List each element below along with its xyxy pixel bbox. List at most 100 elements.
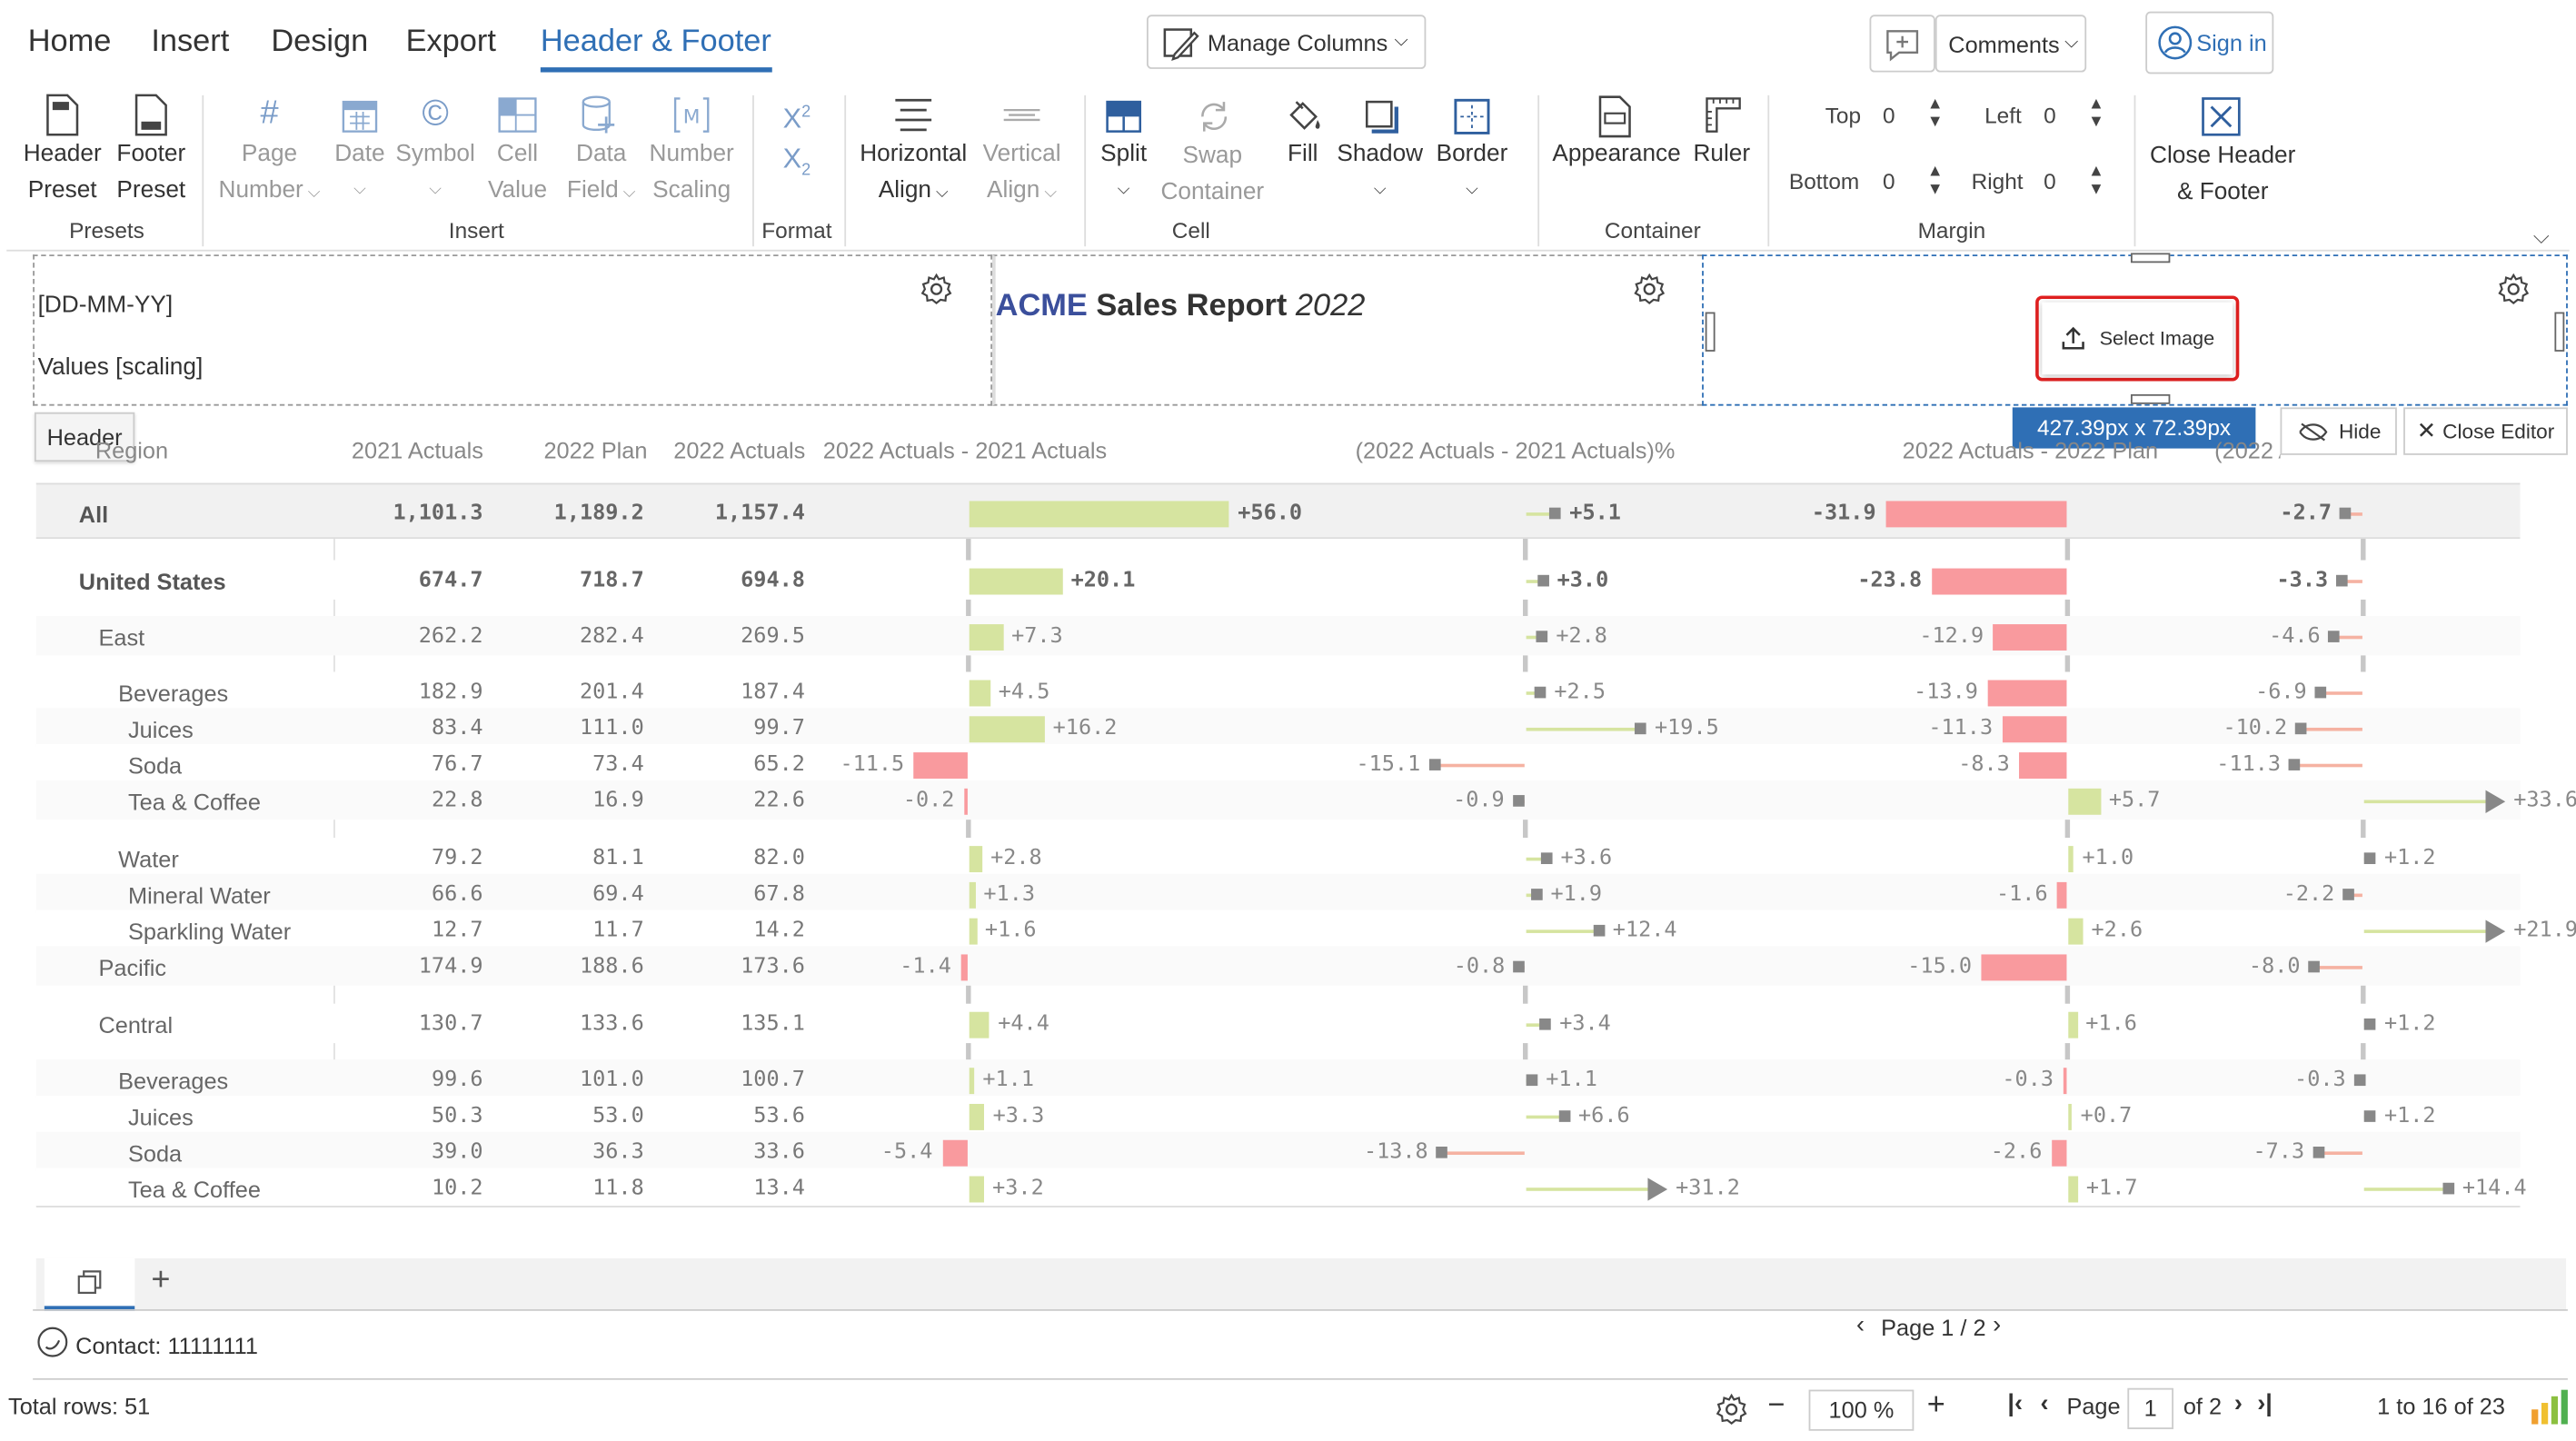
tab-home[interactable]: Home — [27, 25, 112, 60]
swap-container-button[interactable]: Swap Container — [1157, 138, 1268, 211]
col-2021-actuals[interactable]: 2021 Actuals — [351, 436, 483, 463]
hide-button[interactable]: Hide — [2280, 407, 2397, 455]
page-input[interactable]: 1 — [2127, 1387, 2173, 1429]
table-row[interactable] — [35, 946, 2521, 986]
manage-columns-button[interactable]: Manage Columns ⌵ — [1146, 15, 1427, 69]
date-button[interactable]: Date ⌵ — [327, 136, 393, 209]
split-icon — [1106, 100, 1142, 133]
zoom-in-button[interactable]: + — [1926, 1387, 1945, 1423]
table-row[interactable] — [35, 909, 2521, 950]
footer-region[interactable] — [33, 1308, 2568, 1380]
table-row[interactable] — [35, 838, 2521, 878]
ruler-button[interactable]: Ruler — [1686, 136, 1758, 173]
gear-icon[interactable] — [920, 273, 952, 305]
page-number-button[interactable]: Page Number ⌵ — [214, 136, 325, 212]
col-2022-actuals[interactable]: 2022 Actuals — [673, 436, 806, 463]
appearance-button[interactable]: Appearance — [1551, 136, 1683, 173]
sheet-tab-pages[interactable] — [44, 1257, 135, 1311]
gear-icon[interactable] — [1633, 273, 1666, 305]
cell-value-button[interactable]: Cell Value — [482, 136, 554, 209]
collapse-ribbon-icon[interactable]: ⌵ — [2532, 223, 2550, 249]
next-page-icon[interactable]: › — [2233, 1389, 2243, 1418]
select-image-button[interactable]: Select Image — [2042, 302, 2233, 375]
data-label: +7.3 — [1011, 624, 1063, 650]
margin-bottom-stepper[interactable]: ▲ ▼ — [1926, 162, 1944, 199]
add-sheet-button[interactable]: + — [151, 1261, 171, 1298]
vertical-align-button[interactable]: Vertical Align ⌵ — [976, 136, 1068, 212]
close-editor-button[interactable]: ✕ Close Editor — [2403, 407, 2568, 455]
superscript-button[interactable]: X2 — [782, 103, 811, 134]
table-row[interactable] — [35, 744, 2521, 784]
lollipop-head — [2312, 1146, 2324, 1158]
tab-header-footer[interactable]: Header & Footer — [540, 25, 771, 60]
lollipop-stem — [1526, 1023, 1547, 1027]
resize-handle-bottom[interactable] — [2130, 393, 2171, 404]
zoom-input[interactable]: 100 % — [1808, 1389, 1915, 1431]
split-button[interactable]: Split ⌵ — [1091, 136, 1157, 209]
subscript-button[interactable]: X2 — [782, 143, 811, 180]
table-row[interactable] — [35, 873, 2521, 914]
add-comment-button[interactable] — [1869, 15, 1935, 73]
col-2022-plan[interactable]: 2022 Plan — [543, 436, 648, 463]
table-row[interactable] — [35, 482, 2521, 540]
shadow-button[interactable]: Shadow ⌵ — [1334, 136, 1426, 209]
resize-handle-top[interactable] — [2130, 253, 2171, 263]
margin-left-stepper[interactable]: ▲ ▼ — [2087, 94, 2104, 132]
footer-prev-page-icon[interactable]: ‹ — [1856, 1310, 1865, 1339]
table-row[interactable] — [35, 1003, 2521, 1044]
sign-in-button[interactable]: Sign in — [2145, 11, 2274, 75]
margin-right-stepper[interactable]: ▲ ▼ — [2087, 162, 2104, 199]
comments-dropdown[interactable]: Comments ⌵ — [1934, 15, 2087, 73]
prev-page-icon[interactable]: ‹ — [2040, 1389, 2049, 1418]
margin-left-input[interactable]: 0 — [2044, 103, 2056, 129]
col-diff-actuals[interactable]: 2022 Actuals - 2021 Actuals — [822, 436, 1108, 463]
resize-handle-right[interactable] — [2554, 312, 2565, 352]
tab-insert[interactable]: Insert — [151, 25, 230, 60]
table-row[interactable] — [35, 616, 2521, 656]
gear-icon[interactable] — [1716, 1393, 1748, 1426]
header-preset-button[interactable]: Header Preset — [22, 136, 104, 209]
tab-design[interactable]: Design — [271, 25, 369, 60]
cell-2022-plan: 1,189.2 — [553, 501, 644, 526]
symbol-button[interactable]: Symbol ⌵ — [394, 136, 476, 209]
header-left-cell[interactable]: [DD-MM-YY] Values [scaling] — [33, 254, 993, 406]
horizontal-align-button[interactable]: Horizontal Align ⌵ — [854, 136, 972, 212]
data-label: -11.5 — [840, 752, 905, 778]
close-header-footer-button[interactable]: Close Header & Footer — [2145, 138, 2300, 211]
number-scaling-button[interactable]: Number Scaling — [646, 136, 738, 209]
margin-top-stepper[interactable]: ▲ ▼ — [1926, 94, 1944, 132]
table-row[interactable] — [35, 1168, 2521, 1207]
table-row[interactable] — [35, 708, 2521, 748]
margin-bottom-input[interactable]: 0 — [1882, 169, 1895, 194]
col-pct-actuals[interactable]: (2022 Actuals - 2021 Actuals)% — [1355, 436, 1676, 463]
vertical-align-label-1: Vertical — [982, 141, 1061, 168]
last-page-icon[interactable]: ›| — [2257, 1389, 2273, 1418]
fill-button[interactable]: Fill — [1273, 136, 1332, 173]
data-label: +2.5 — [1554, 680, 1606, 705]
footer-next-page-icon[interactable]: › — [1993, 1310, 2002, 1339]
zoom-out-button[interactable]: − — [1767, 1387, 1785, 1421]
col-region[interactable]: Region — [94, 436, 169, 463]
border-button[interactable]: Border ⌵ — [1433, 136, 1512, 209]
col-pct-plan[interactable]: (2022 Actuals - 2022 Plan)% — [2214, 436, 2280, 463]
margin-right-input[interactable]: 0 — [2044, 169, 2056, 194]
first-page-icon[interactable]: |‹ — [2007, 1389, 2024, 1418]
footer-preset-button[interactable]: Footer Preset — [110, 136, 192, 209]
col-diff-plan[interactable]: 2022 Actuals - 2022 Plan — [1902, 436, 2159, 463]
resize-handle-left[interactable] — [1705, 312, 1716, 352]
table-row[interactable] — [35, 1059, 2521, 1099]
table-row[interactable] — [35, 780, 2521, 820]
margin-top-input[interactable]: 0 — [1882, 103, 1895, 129]
data-field-button[interactable]: Data Field ⌵ — [559, 136, 644, 212]
header-center-cell[interactable]: ACME Sales Report 2022 — [992, 254, 1703, 406]
header-right-cell[interactable]: Select Image — [1702, 253, 2568, 406]
tab-export[interactable]: Export — [405, 25, 496, 60]
gear-icon[interactable] — [2497, 273, 2530, 305]
table-row[interactable] — [35, 1095, 2521, 1136]
table-row[interactable] — [35, 560, 2521, 600]
horizontal-align-label-1: Horizontal — [860, 141, 968, 168]
table-row[interactable] — [35, 1131, 2521, 1172]
appearance-icon — [1598, 95, 1631, 138]
table-row[interactable] — [35, 671, 2521, 711]
data-label: -3.3 — [2276, 568, 2329, 593]
